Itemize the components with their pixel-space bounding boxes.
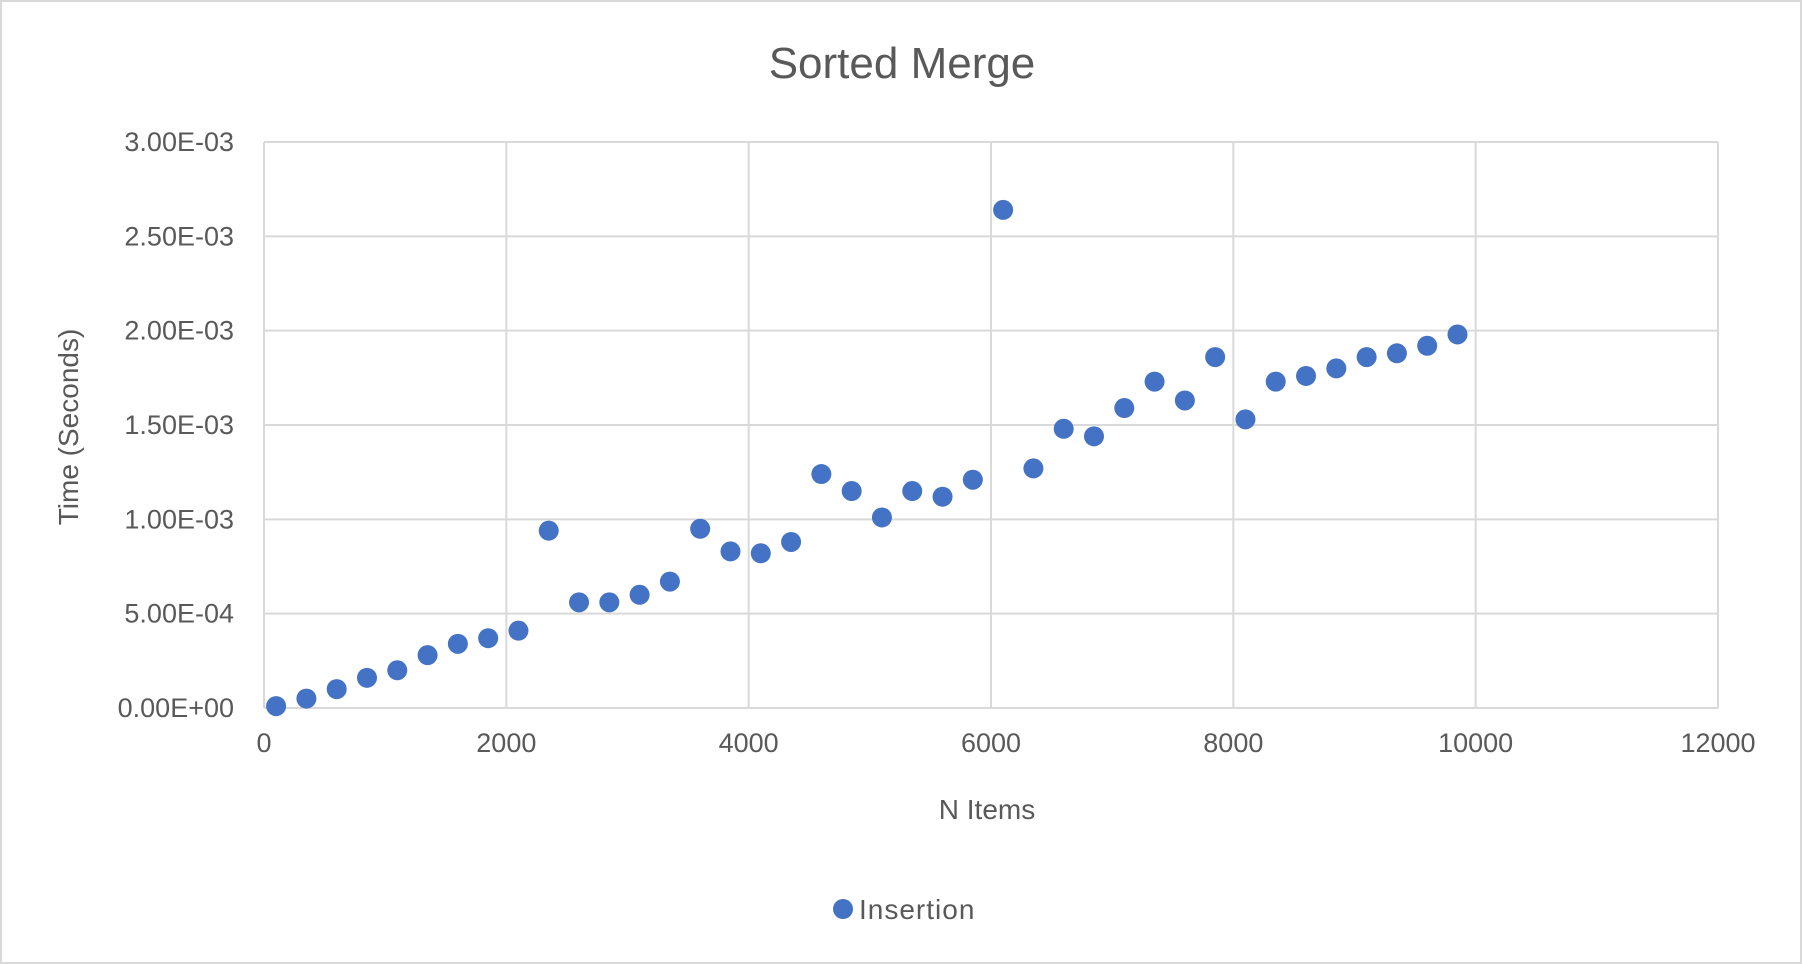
legend: Insertion xyxy=(833,894,975,925)
data-point xyxy=(1356,347,1377,368)
data-point xyxy=(1023,458,1044,479)
data-point xyxy=(1386,343,1407,364)
data-point xyxy=(629,584,650,605)
y-tick-label: 0.00E+00 xyxy=(118,693,234,723)
data-point xyxy=(1053,418,1074,439)
data-point xyxy=(1326,358,1347,379)
data-point xyxy=(1114,398,1135,419)
x-tick-label: 4000 xyxy=(719,728,779,758)
data-point xyxy=(478,628,499,649)
y-tick-label: 5.00E-04 xyxy=(124,599,234,629)
data-point xyxy=(932,486,953,507)
data-point xyxy=(962,469,983,490)
legend-marker-insertion xyxy=(833,899,853,919)
data-points xyxy=(266,199,1468,717)
x-tick-label: 2000 xyxy=(476,728,536,758)
y-axis-ticks: 0.00E+00 5.00E-04 1.00E-03 1.50E-03 2.00E-03… xyxy=(118,127,234,723)
data-point xyxy=(387,660,408,681)
data-point xyxy=(569,592,590,613)
data-point xyxy=(1205,347,1226,368)
data-point xyxy=(1296,365,1317,386)
data-point xyxy=(1447,324,1468,345)
x-tick-label: 12000 xyxy=(1680,728,1755,758)
data-point xyxy=(1265,371,1286,392)
data-point xyxy=(811,464,832,485)
gridlines xyxy=(263,141,1719,709)
data-point xyxy=(1235,409,1256,430)
chart-title: Sorted Merge xyxy=(769,39,1036,88)
data-point xyxy=(659,571,680,592)
data-point xyxy=(690,518,711,539)
y-tick-label: 3.00E-03 xyxy=(124,127,234,157)
data-point xyxy=(720,541,741,562)
y-tick-label: 2.50E-03 xyxy=(124,221,234,251)
data-point xyxy=(993,199,1014,220)
x-tick-label: 0 xyxy=(256,728,271,758)
data-point xyxy=(356,667,377,688)
data-point xyxy=(326,679,347,700)
data-point xyxy=(1083,426,1104,447)
data-point xyxy=(599,592,620,613)
data-point xyxy=(1174,390,1195,411)
data-point xyxy=(902,481,923,502)
y-tick-label: 2.00E-03 xyxy=(124,316,234,346)
data-point xyxy=(750,543,771,564)
data-point xyxy=(1144,371,1165,392)
legend-label-insertion: Insertion xyxy=(859,894,975,925)
x-axis-label: N Items xyxy=(939,794,1035,825)
data-point xyxy=(296,688,317,709)
y-axis-label: Time (Seconds) xyxy=(53,329,84,526)
data-point xyxy=(447,633,468,654)
data-point xyxy=(841,481,862,502)
x-tick-label: 8000 xyxy=(1203,728,1263,758)
data-point xyxy=(266,696,287,717)
data-point xyxy=(781,531,802,552)
y-tick-label: 1.50E-03 xyxy=(124,410,234,440)
y-tick-label: 1.00E-03 xyxy=(124,504,234,534)
data-point xyxy=(508,620,529,641)
x-tick-label: 10000 xyxy=(1438,728,1513,758)
x-tick-label: 6000 xyxy=(961,728,1021,758)
data-point xyxy=(417,645,438,666)
x-axis-ticks: 0 2000 4000 6000 8000 10000 12000 xyxy=(256,728,1755,758)
data-point xyxy=(871,507,892,528)
data-point xyxy=(538,520,559,541)
data-point xyxy=(1417,335,1438,356)
